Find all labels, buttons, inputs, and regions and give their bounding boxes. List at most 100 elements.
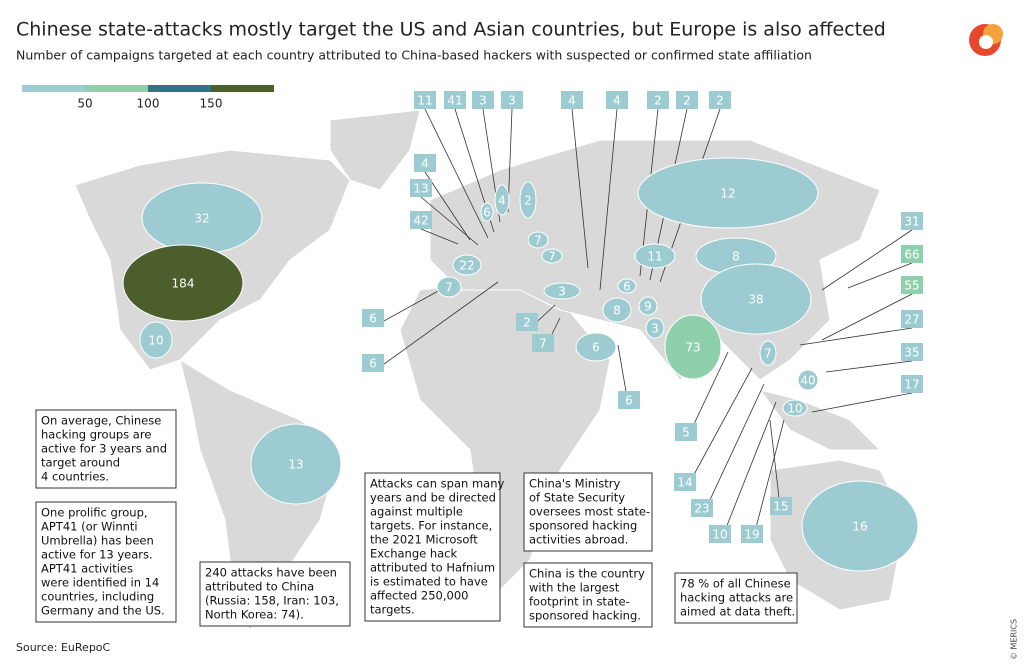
label-box [410, 211, 432, 229]
country-shape [664, 314, 722, 380]
leader-line [420, 228, 459, 245]
leader-line [821, 229, 913, 291]
note-text: is estimated to have [370, 575, 488, 589]
note-text: were identified in 14 [41, 576, 159, 590]
country-value: 6 [592, 341, 600, 355]
note-text: active for 13 years. [41, 548, 153, 562]
country-shape [543, 282, 581, 300]
country-value: 7 [539, 337, 547, 351]
country-value: 13 [413, 182, 428, 196]
logo [969, 24, 1003, 56]
country-value: 40 [800, 374, 815, 388]
country-value: 7 [548, 250, 556, 264]
country-shape [122, 244, 244, 322]
legend-swatch [211, 85, 274, 92]
label-box [532, 334, 554, 352]
country-value: 31 [904, 215, 919, 229]
country-value: 4 [498, 194, 506, 208]
country-shape [797, 369, 819, 391]
country-value: 4 [421, 157, 429, 171]
country-value: 3 [479, 94, 487, 108]
label-box [472, 91, 494, 109]
country-value: 41 [447, 94, 462, 108]
country-value: 42 [413, 214, 428, 228]
leader-line [420, 196, 479, 246]
leader-line [799, 327, 913, 346]
legend-tick-label: 150 [200, 97, 223, 111]
country-shape [617, 278, 637, 294]
leader-line [372, 289, 441, 328]
label-box [647, 91, 669, 109]
note-text: sponsored hacking [529, 519, 637, 533]
country-shape [645, 317, 665, 339]
country-value: 38 [748, 293, 763, 307]
note-text: China's Ministry [529, 477, 620, 491]
label-box [516, 313, 538, 331]
note-text: hacking attacks are [680, 591, 793, 605]
country-shape [436, 276, 462, 298]
country-shape [700, 263, 812, 335]
note-text: Exchange hack [370, 547, 458, 561]
label-box [414, 91, 436, 109]
note-text: countries, including [41, 590, 154, 604]
note-text: 240 attacks have been [205, 566, 337, 580]
note-text: of State Security [529, 491, 625, 505]
label-box [362, 309, 384, 327]
country-shape [541, 248, 563, 264]
note-text: affected 250,000 [370, 589, 468, 603]
country-shape [139, 321, 173, 359]
label-box [901, 212, 923, 230]
country-shape [759, 340, 777, 366]
note-box [364, 472, 501, 622]
country-value: 8 [613, 304, 621, 318]
country-shape [782, 399, 808, 417]
label-box [444, 91, 466, 109]
leader-line [424, 108, 489, 239]
country-value: 6 [625, 394, 633, 408]
leader-line [751, 419, 785, 544]
country-value: 11 [417, 94, 432, 108]
source: Source: EuRepoC [16, 641, 111, 654]
note-text: APT41 (or Winnti [41, 520, 138, 534]
country-value: 35 [904, 346, 919, 360]
note-text: hacking groups are [41, 428, 151, 442]
country-value: 6 [623, 280, 631, 294]
country-value: 8 [732, 250, 740, 264]
label-box [901, 343, 923, 361]
label-box [501, 91, 523, 109]
note-text: 78 % of all Chinese [680, 577, 791, 591]
note-text: years and be directed [370, 491, 496, 505]
note-text: (Russia: 158, Iran: 103, [205, 594, 339, 608]
note-text: targets. [370, 603, 415, 617]
label-box [618, 391, 640, 409]
country-value: 32 [194, 212, 209, 226]
country-shape [637, 157, 819, 229]
country-value: 22 [459, 259, 474, 273]
country-value: 7 [445, 281, 453, 295]
country-value: 3 [558, 285, 566, 299]
country-value: 14 [677, 476, 692, 490]
country-value: 7 [534, 234, 542, 248]
country-shape [452, 254, 482, 276]
label-box [901, 310, 923, 328]
leader-line [684, 367, 753, 492]
leader-line [372, 281, 499, 373]
note-text: against multiple [370, 505, 463, 519]
label-box [675, 423, 697, 441]
note-text: Germany and the US. [41, 604, 165, 618]
country-value: 184 [172, 277, 195, 291]
country-shape [634, 243, 676, 269]
legend-swatch [85, 85, 148, 92]
title: Chinese state-attacks mostly target the … [16, 19, 886, 41]
leader-line [847, 262, 913, 289]
country-shape [519, 181, 537, 219]
note-text: target around [41, 456, 120, 470]
legend-swatch [148, 85, 211, 92]
note-text: with the largest [529, 581, 620, 595]
country-value: 3 [508, 94, 516, 108]
note-text: APT41 activities [41, 562, 133, 576]
country-value: 7 [764, 347, 772, 361]
note-text: 4 countries. [41, 470, 109, 484]
country-value: 3 [651, 322, 659, 336]
country-value: 15 [773, 500, 788, 514]
